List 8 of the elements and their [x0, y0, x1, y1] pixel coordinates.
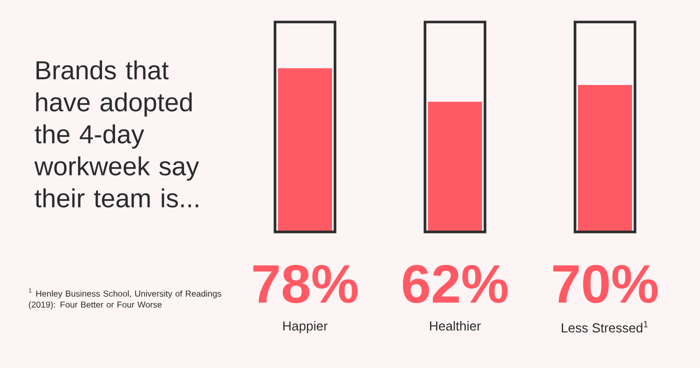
data-label: 70% — [553, 264, 658, 304]
data-label: 78% — [253, 264, 358, 304]
text: $^{1}$ Henley Business School, University of Readings (2019): Four Better or Four Worse — [28, 288, 222, 310]
x-tick-label: Less Stressed$^{1}$ — [562, 321, 648, 332]
data-label: 62% — [402, 264, 508, 304]
x-tick-label: Happier — [283, 321, 328, 334]
x-tick-label: Healthier — [430, 321, 481, 331]
text: Brands that have adopted the 4-day workweek say their team is... — [34, 60, 200, 208]
